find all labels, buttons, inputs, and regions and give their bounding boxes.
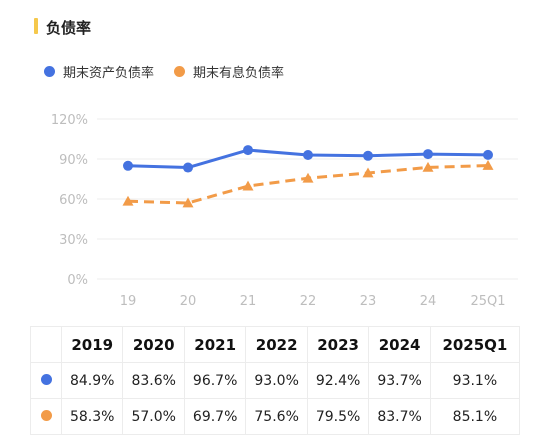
legend-label-asset: 期末资产负债率 [63, 66, 155, 81]
table-cell: 85.1% [429, 398, 521, 435]
y-tick-label: 120% [51, 113, 88, 128]
table-cell: 69.7% [183, 398, 247, 435]
table-cell: 83.7% [368, 398, 431, 435]
table-cell: 83.6% [122, 362, 185, 399]
data-point-interest [242, 180, 254, 191]
data-point-interest [362, 167, 374, 178]
series-line-interest [127, 164, 489, 205]
table-header-row: 2019 2020 2021 2022 2023 2024 2025Q1 [30, 326, 521, 363]
row-dot-interest-icon [40, 409, 52, 421]
legend-label-interest: 期末有息负债率 [193, 66, 285, 81]
data-point-asset [483, 149, 493, 160]
table-header-cell: 2025Q1 [429, 326, 521, 363]
table-cell: 58.3% [60, 398, 124, 435]
legend-dot-interest-icon [174, 66, 186, 77]
y-tick-label: 60% [59, 193, 88, 208]
table-header-cell: 2020 [122, 326, 185, 363]
data-table: 2019 2020 2021 2022 2023 2024 2025Q1 84.… [30, 326, 521, 435]
table-cell: 57.0% [122, 398, 185, 435]
x-tick-label: 22 [300, 294, 317, 309]
data-point-asset [423, 149, 433, 160]
legend-item-asset[interactable]: 期末资产负债率 [44, 62, 154, 81]
legend-dot-asset-icon [44, 66, 55, 77]
table-header-cell: 2021 [183, 326, 247, 363]
table-cell: 84.9% [60, 362, 124, 399]
x-tick-label: 19 [120, 294, 137, 309]
data-point-interest [182, 197, 194, 208]
title-accent-bar [34, 18, 38, 34]
table-cell: 92.4% [306, 362, 370, 399]
table-cell: 96.7% [183, 362, 247, 399]
legend-item-interest[interactable]: 期末有息负债率 [174, 62, 284, 81]
table-cell: 75.6% [245, 398, 308, 435]
x-tick-label: 24 [420, 294, 437, 309]
data-point-interest [302, 172, 314, 183]
data-point-asset [183, 162, 193, 173]
data-point-asset [363, 150, 373, 161]
chart-title: 负债率 [46, 19, 92, 37]
table-row-interest: 58.3% 57.0% 69.7% 75.6% 79.5% 83.7% 85.1… [30, 398, 521, 435]
data-point-asset [243, 145, 253, 156]
line-chart: 0% 30% 60% 90% 120% 19 20 21 22 23 24 25Q1 [51, 113, 518, 309]
data-point-interest [422, 161, 434, 172]
table-header-cell: 2024 [368, 326, 431, 363]
row-dot-asset-icon [40, 373, 52, 385]
table-header-cell: 2019 [60, 326, 124, 363]
table-cell: 79.5% [306, 398, 370, 435]
table-row-asset: 84.9% 83.6% 96.7% 93.0% 92.4% 93.7% 93.1… [30, 362, 521, 399]
table-cell: 93.1% [429, 362, 521, 399]
table-header-cell: 2023 [306, 326, 370, 363]
data-point-asset [303, 150, 313, 160]
data-point-asset [123, 160, 133, 171]
table-cell: 93.7% [368, 362, 431, 399]
data-point-interest [482, 160, 494, 170]
x-tick-label: 25Q1 [470, 294, 505, 309]
y-tick-label: 90% [59, 153, 88, 168]
table-header-cell: 2022 [245, 326, 308, 363]
table-marker-cell [30, 398, 62, 435]
x-tick-label: 21 [240, 294, 257, 309]
data-point-interest [122, 195, 134, 206]
y-tick-label: 0% [67, 273, 88, 288]
legend: 期末资产负债率 期末有息负债率 [44, 62, 304, 81]
table-cell: 93.0% [245, 362, 308, 399]
table-header-corner [30, 326, 62, 363]
table-marker-cell [30, 362, 62, 399]
x-tick-label: 20 [180, 294, 197, 309]
y-tick-label: 30% [59, 233, 88, 248]
x-tick-label: 23 [360, 294, 377, 309]
